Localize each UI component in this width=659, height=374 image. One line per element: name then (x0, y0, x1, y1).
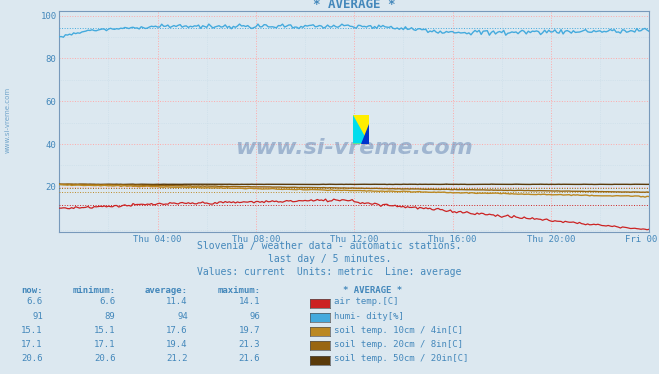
Text: maximum:: maximum: (217, 286, 260, 295)
Text: 91: 91 (32, 312, 43, 321)
Text: minimum:: minimum: (72, 286, 115, 295)
Text: average:: average: (145, 286, 188, 295)
Text: * AVERAGE *: * AVERAGE * (343, 286, 402, 295)
Text: 94: 94 (177, 312, 188, 321)
Title: * AVERAGE *: * AVERAGE * (313, 0, 395, 11)
Text: 11.4: 11.4 (166, 297, 188, 306)
Text: soil temp. 50cm / 20in[C]: soil temp. 50cm / 20in[C] (334, 354, 469, 363)
Text: Values: current  Units: metric  Line: average: Values: current Units: metric Line: aver… (197, 267, 462, 278)
Text: 89: 89 (105, 312, 115, 321)
Text: 96: 96 (250, 312, 260, 321)
Text: 21.3: 21.3 (239, 340, 260, 349)
Polygon shape (353, 115, 369, 144)
Text: 15.1: 15.1 (21, 326, 43, 335)
Text: 20.6: 20.6 (21, 354, 43, 363)
Text: 17.1: 17.1 (94, 340, 115, 349)
Text: 21.2: 21.2 (166, 354, 188, 363)
Text: soil temp. 10cm / 4in[C]: soil temp. 10cm / 4in[C] (334, 326, 463, 335)
Text: last day / 5 minutes.: last day / 5 minutes. (268, 254, 391, 264)
Text: 19.4: 19.4 (166, 340, 188, 349)
Polygon shape (360, 124, 369, 144)
Text: 17.1: 17.1 (21, 340, 43, 349)
Text: www.si-vreme.com: www.si-vreme.com (235, 138, 473, 158)
Text: 19.7: 19.7 (239, 326, 260, 335)
Text: 21.6: 21.6 (239, 354, 260, 363)
Text: soil temp. 20cm / 8in[C]: soil temp. 20cm / 8in[C] (334, 340, 463, 349)
Text: now:: now: (21, 286, 43, 295)
Text: www.si-vreme.com: www.si-vreme.com (5, 87, 11, 153)
Text: 15.1: 15.1 (94, 326, 115, 335)
Text: 17.6: 17.6 (166, 326, 188, 335)
Text: Slovenia / weather data - automatic stations.: Slovenia / weather data - automatic stat… (197, 241, 462, 251)
Text: 20.6: 20.6 (94, 354, 115, 363)
Text: 14.1: 14.1 (239, 297, 260, 306)
Text: humi- dity[%]: humi- dity[%] (334, 312, 404, 321)
Text: air temp.[C]: air temp.[C] (334, 297, 399, 306)
Polygon shape (353, 115, 369, 144)
Text: 6.6: 6.6 (100, 297, 115, 306)
Text: 6.6: 6.6 (27, 297, 43, 306)
